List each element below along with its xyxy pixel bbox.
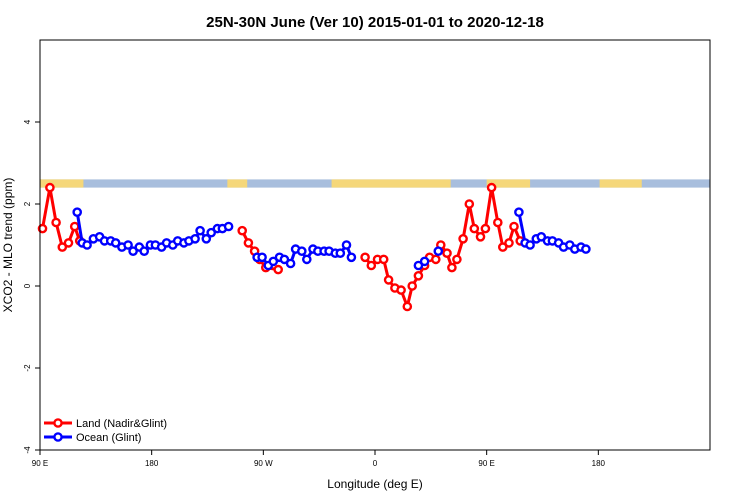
legend-label-1: Ocean (Glint) [76, 432, 141, 444]
legend: Land (Nadir&Glint) Ocean (Glint) [44, 418, 167, 444]
series-0-line-0 [41, 186, 82, 249]
series-0 [37, 182, 526, 312]
series-0-point [57, 242, 68, 252]
series-0-point [486, 182, 497, 193]
strip-land-2 [331, 179, 451, 188]
series-0-point [402, 301, 413, 312]
series-1-point [72, 207, 82, 217]
x-axis-label: Longitude (deg E) [327, 477, 422, 491]
series-0-line-2 [363, 186, 522, 308]
series-1-point [110, 238, 121, 248]
series-1-point [433, 246, 444, 256]
y-tick-label: 2 [23, 201, 32, 206]
y-tick-label: 0 [23, 283, 32, 288]
y-axis-label: XCO2 - MLO trend (ppm) [1, 178, 15, 313]
series-0-point [480, 223, 491, 234]
y-tick-label: -4 [23, 446, 32, 454]
y-tick-label: -2 [23, 364, 32, 372]
strip-land-0 [40, 179, 84, 188]
series-0-point [237, 225, 247, 236]
y-axis: -4 -2 0 2 4 [23, 119, 40, 454]
series-1-point [206, 227, 216, 238]
land-ocean-strip [40, 179, 710, 188]
series-0-point [464, 199, 475, 209]
series-layer [37, 182, 591, 312]
series-0-point [273, 264, 284, 275]
strip-land-3 [486, 179, 531, 188]
series-1-point [536, 231, 547, 242]
series-0-point [243, 238, 254, 248]
series-0-point [442, 248, 452, 258]
series-0-point [383, 275, 394, 285]
series-1-point [581, 244, 591, 254]
series-0-point [469, 223, 480, 234]
series-0-point [447, 262, 457, 273]
series-1-point [279, 254, 290, 265]
series-1-point [201, 233, 212, 244]
x-tick-label: 90 W [254, 459, 273, 468]
series-1-point [195, 225, 205, 236]
series-1-point [301, 254, 312, 265]
y-tick-label: 4 [23, 119, 32, 124]
legend-marker-0 [53, 418, 63, 428]
series-0-point [360, 252, 370, 263]
series-1-point [257, 252, 267, 263]
series-0-point [475, 231, 486, 242]
x-tick-label: 90 E [32, 459, 48, 468]
legend-label-0: Land (Nadir&Glint) [76, 418, 167, 430]
series-1-point [123, 240, 133, 250]
strip-land-1 [227, 179, 248, 188]
x-tick-label: 180 [145, 459, 159, 468]
series-1-point [346, 252, 357, 263]
series-0-point [492, 217, 503, 228]
series-1-point [285, 258, 296, 269]
series-1-point [335, 248, 346, 258]
series-1-point [525, 240, 535, 250]
series-0-point [504, 238, 514, 248]
series-1-point [139, 246, 149, 256]
series-0-point [366, 260, 377, 271]
series-1-point [514, 207, 524, 217]
series-0-point [497, 242, 508, 252]
series-1-point [268, 256, 279, 267]
series-0-point [458, 233, 468, 244]
series-0-point [396, 285, 406, 295]
x-tick-label: 0 [373, 459, 378, 468]
series-0-point [37, 223, 48, 234]
x-tick-label: 90 E [478, 459, 494, 468]
series-1-point [413, 260, 424, 271]
series-0-point [51, 217, 61, 228]
strip-land-4 [599, 179, 642, 188]
x-tick-label: 180 [592, 459, 606, 468]
series-0-point [452, 254, 462, 265]
series-0-point [45, 182, 55, 193]
series-0-point [509, 221, 519, 232]
series-1-point [190, 233, 200, 244]
series-1-point [128, 246, 138, 256]
series-1-point [82, 240, 92, 250]
series-0-point [430, 254, 441, 265]
legend-marker-1 [53, 432, 63, 442]
series-0-point [63, 238, 74, 248]
series-0-point [378, 254, 389, 265]
x-axis: 90 E 180 90 W 0 90 E 180 [32, 450, 606, 468]
series-0-point [69, 221, 80, 232]
series-0-point [413, 270, 424, 281]
series-0-point [407, 281, 418, 291]
chart-title: 25N-30N June (Ver 10) 2015-01-01 to 2020… [206, 14, 544, 31]
series-1-point [419, 256, 430, 267]
series-1-point [223, 221, 234, 232]
series-1 [72, 207, 591, 271]
series-1-point [296, 246, 307, 256]
series-1-point [341, 240, 352, 250]
